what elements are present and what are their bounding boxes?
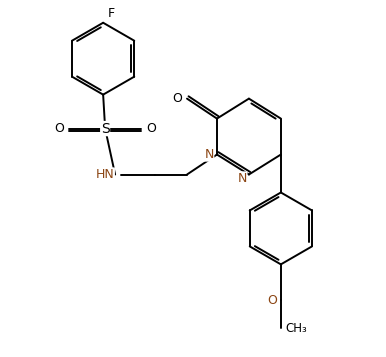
Text: O: O (54, 122, 64, 135)
Text: N: N (237, 172, 247, 185)
Text: HN: HN (96, 168, 114, 181)
Text: F: F (108, 6, 115, 20)
Text: O: O (267, 294, 277, 307)
Text: O: O (172, 92, 182, 105)
Text: S: S (101, 122, 110, 136)
Text: N: N (205, 148, 214, 161)
Text: O: O (146, 122, 156, 135)
Text: CH₃: CH₃ (286, 322, 307, 335)
